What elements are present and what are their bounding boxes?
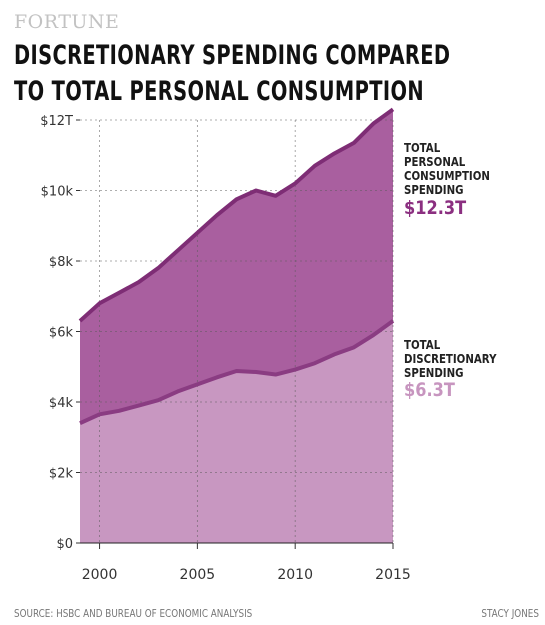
x-tick-label: 2000 [82, 567, 118, 583]
x-tick-label: 2005 [180, 567, 216, 583]
y-tick-label: $12T [40, 114, 73, 129]
y-tick-label: $4k [49, 396, 74, 411]
source-note: SOURCE: HSBC AND BUREAU OF ECONOMIC ANAL… [14, 607, 253, 620]
total-series-value: $12.3T [404, 197, 467, 219]
total-label-line-3: CONSUMPTION [404, 169, 490, 183]
chart-title: DISCRETIONARY SPENDING COMPARED TO TOTAL… [14, 38, 450, 110]
total-label-line-4: SPENDING [404, 183, 464, 197]
author-credit: STACY JONES [481, 607, 539, 620]
y-tick-label: $2k [49, 467, 74, 482]
discretionary-series-value: $6.3T [404, 379, 455, 401]
total-label-line-2: PERSONAL [404, 155, 466, 169]
discretionary-series-label: TOTAL DISCRETIONARY SPENDING [404, 338, 496, 380]
discretionary-label-line-2: DISCRETIONARY [404, 352, 497, 366]
discretionary-series-line [79, 319, 395, 425]
y-tick-label: $6k [49, 326, 74, 341]
total-series-label: TOTAL PERSONAL CONSUMPTION SPENDING [404, 141, 490, 197]
total-series-line [78, 107, 395, 323]
total-label-line-1: TOTAL [404, 141, 441, 155]
y-tick-label: $10k [41, 185, 74, 200]
y-tick-label: $8k [49, 255, 74, 270]
chart-title-line-2: TO TOTAL PERSONAL CONSUMPTION [14, 76, 424, 107]
x-tick-label: 2015 [375, 567, 411, 583]
brand-logo: FORTUNE [14, 11, 120, 33]
chart-title-line-1: DISCRETIONARY SPENDING COMPARED [14, 40, 451, 71]
x-tick-label: 2010 [277, 567, 313, 583]
discretionary-area [80, 320, 393, 543]
discretionary-label-line-3: SPENDING [404, 366, 464, 380]
y-tick-label: $0 [56, 537, 73, 552]
discretionary-label-line-1: TOTAL [404, 338, 441, 352]
